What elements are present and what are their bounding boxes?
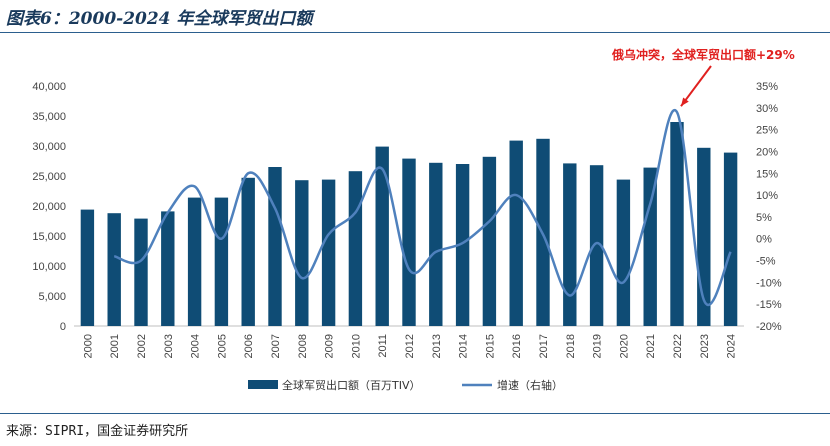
y-left-tick-label: 15,000 xyxy=(32,231,66,243)
x-tick-label: 2004 xyxy=(190,334,202,358)
x-tick-label: 2018 xyxy=(565,334,577,358)
x-tick-label: 2024 xyxy=(726,334,738,358)
y-left-tick-label: 20,000 xyxy=(32,201,66,213)
x-tick-label: 2002 xyxy=(136,334,148,358)
bar xyxy=(321,179,336,326)
y-right-tick-label: 0% xyxy=(756,234,772,246)
growth-line xyxy=(113,108,732,306)
y-right-tick-label: -20% xyxy=(756,321,782,333)
y-left-tick-label: 30,000 xyxy=(32,141,66,153)
x-tick-label: 2016 xyxy=(511,334,523,358)
bar xyxy=(670,122,684,326)
bar xyxy=(348,171,363,326)
x-tick-label: 2000 xyxy=(82,334,94,358)
bar xyxy=(161,211,175,326)
y-left-tick-label: 10,000 xyxy=(32,261,66,273)
bar xyxy=(509,140,523,326)
bar xyxy=(455,164,470,326)
bar xyxy=(187,197,202,326)
bar xyxy=(429,162,443,326)
figure-title: 图表6：2000-2024 年全球军贸出口额 xyxy=(6,9,313,29)
x-tick-label: 2023 xyxy=(699,334,711,358)
x-tick-label: 2022 xyxy=(672,334,684,358)
legend-bar-label: 全球军贸出口额（百万TIV） xyxy=(282,378,421,392)
bar xyxy=(134,218,148,326)
y-right-tick-label: 20% xyxy=(756,146,778,158)
y-left-tick-label: 35,000 xyxy=(32,111,66,123)
bar xyxy=(563,163,577,326)
annotation-arrowhead xyxy=(681,97,689,107)
y-left-tick-label: 40,000 xyxy=(32,81,66,93)
x-tick-label: 2017 xyxy=(538,334,550,358)
y-left-tick-label: 25,000 xyxy=(32,171,66,183)
x-tick-label: 2009 xyxy=(324,334,336,358)
bar xyxy=(80,209,95,326)
legend-line-label: 增速（右轴） xyxy=(497,378,563,392)
title-divider xyxy=(0,32,830,33)
bar xyxy=(375,146,389,326)
annotation-arrow-line xyxy=(680,65,712,107)
source-note: 来源：SIPRI，国金证券研究所 xyxy=(6,424,189,439)
bar xyxy=(268,167,282,326)
bar xyxy=(616,179,631,326)
source-divider xyxy=(0,413,830,414)
bar xyxy=(295,180,309,326)
y-right-tick-label: 15% xyxy=(756,168,778,180)
x-tick-label: 2006 xyxy=(243,334,255,358)
y-right-tick-label: -15% xyxy=(756,299,782,311)
y-right-tick-label: 30% xyxy=(756,103,778,115)
y-left-tick-label: 0 xyxy=(60,321,66,333)
y-right-tick-label: 10% xyxy=(756,190,778,202)
bar xyxy=(241,177,255,326)
y-right-tick-label: -10% xyxy=(756,277,782,289)
bar xyxy=(482,156,497,326)
x-tick-label: 2008 xyxy=(297,334,309,358)
y-right-tick-label: 5% xyxy=(756,212,772,224)
annotation-label: 俄乌冲突，全球军贸出口额+29% xyxy=(611,47,795,62)
x-tick-label: 2021 xyxy=(645,334,657,358)
x-tick-label: 2020 xyxy=(618,334,630,358)
y-right-tick-label: 25% xyxy=(756,125,778,137)
x-tick-label: 2012 xyxy=(404,334,416,358)
y-right-tick-label: 35% xyxy=(756,81,778,93)
bar xyxy=(723,152,738,326)
bar xyxy=(643,167,657,326)
x-tick-label: 2010 xyxy=(350,334,362,358)
x-tick-label: 2019 xyxy=(592,334,604,358)
x-tick-label: 2003 xyxy=(163,334,175,358)
bar xyxy=(402,158,416,326)
x-tick-label: 2005 xyxy=(216,334,228,358)
x-tick-label: 2015 xyxy=(484,334,496,358)
bar xyxy=(107,213,121,326)
bar xyxy=(589,165,604,326)
x-tick-label: 2001 xyxy=(109,334,121,358)
y-right-tick-label: -5% xyxy=(756,256,776,268)
x-tick-label: 2013 xyxy=(431,334,443,358)
bar xyxy=(214,197,229,326)
y-left-tick-label: 5,000 xyxy=(38,291,66,303)
x-tick-label: 2011 xyxy=(377,334,389,358)
x-tick-label: 2007 xyxy=(270,334,282,358)
legend-bar-swatch xyxy=(248,380,278,389)
x-tick-label: 2014 xyxy=(458,334,470,358)
